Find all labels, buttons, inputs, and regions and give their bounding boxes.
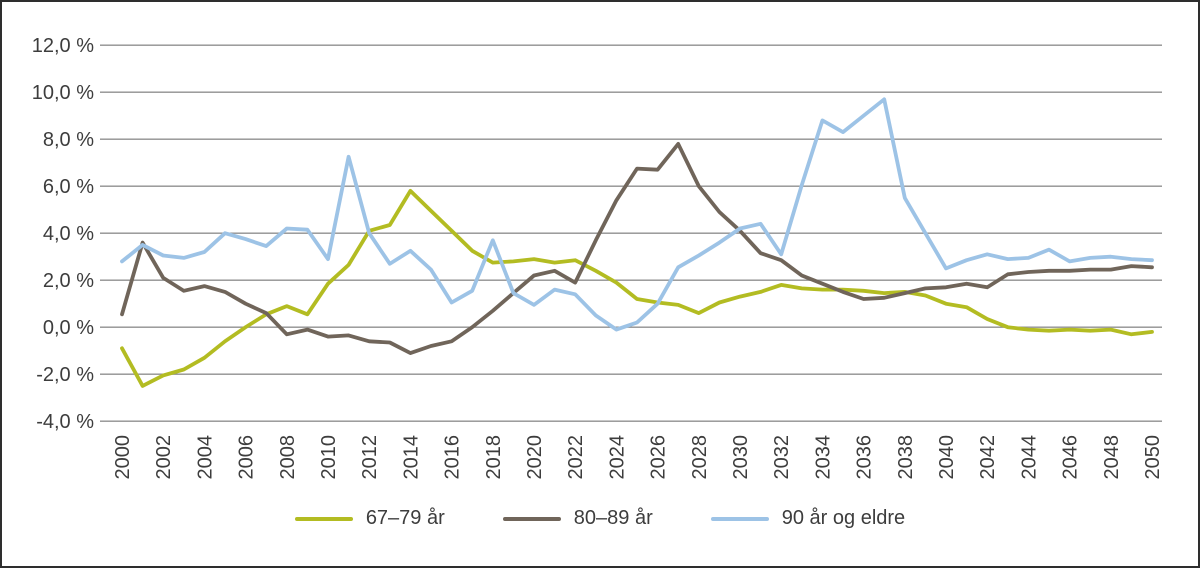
x-axis-tick-label: 2038 — [895, 435, 917, 480]
x-axis-tick-label: 2046 — [1060, 435, 1082, 480]
x-axis-tick-label: 2020 — [524, 435, 546, 480]
series-line-80-89-r — [120, 141, 1154, 356]
series-line-90-r-og-eldre — [120, 97, 1154, 332]
legend-label-67-79: 67–79 år — [365, 507, 445, 529]
legend-item-67-79: 67–79 år — [294, 507, 445, 530]
x-axis-tick-label: 2016 — [442, 435, 464, 480]
legend-item-90-plus: 90 år og eldre — [710, 507, 906, 530]
x-axis-tick-label: 2032 — [771, 435, 793, 480]
y-axis-tick-label: -2,0 % — [36, 364, 94, 386]
legend-label-80-89: 80–89 år — [573, 507, 653, 529]
x-axis-tick-label: 2048 — [1101, 435, 1123, 480]
y-axis-tick-label: 2,0 % — [43, 270, 94, 292]
x-axis-tick-label: 2026 — [648, 435, 670, 480]
legend-label-90-plus: 90 år og eldre — [781, 507, 906, 529]
x-axis-tick-label: 2022 — [565, 435, 587, 480]
x-axis-tick-label: 2028 — [689, 435, 711, 480]
x-axis-tick-label: 2018 — [483, 435, 505, 480]
y-axis-tick-label: 8,0 % — [43, 129, 94, 151]
x-axis-tick-label: 2044 — [1018, 435, 1040, 480]
x-axis-tick-label: 2036 — [854, 435, 876, 480]
y-axis-tick-label: 4,0 % — [43, 223, 94, 245]
x-axis-tick-label: 2010 — [318, 435, 340, 480]
y-axis-tick-label: 0,0 % — [43, 317, 94, 339]
legend: 67–79 år 80–89 år 90 år og eldre — [2, 507, 1198, 530]
x-axis-tick-label: 2050 — [1142, 435, 1164, 480]
x-axis-tick-label: 2042 — [977, 435, 999, 480]
legend-swatch-90-plus — [710, 516, 769, 521]
x-axis-tick-label: 2002 — [153, 435, 175, 480]
x-axis-tick-label: 2024 — [606, 435, 628, 480]
series-line-67-79-r — [120, 188, 1154, 388]
x-axis-tick-label: 2004 — [194, 435, 216, 480]
x-axis-tick-label: 2000 — [112, 435, 134, 480]
x-axis-tick-label: 2034 — [812, 435, 834, 480]
y-axis-tick-label: 6,0 % — [43, 176, 94, 198]
y-axis-tick-label: 12,0 % — [32, 35, 94, 57]
x-axis-tick-label: 2008 — [277, 435, 299, 480]
y-axis-tick-label: 10,0 % — [32, 82, 94, 104]
x-axis-tick-label: 2014 — [400, 435, 422, 480]
x-axis-tick-label: 2040 — [936, 435, 958, 480]
x-axis-tick-label: 2012 — [359, 435, 381, 480]
x-axis-tick-label: 2006 — [236, 435, 258, 480]
legend-swatch-67-79 — [294, 516, 353, 521]
x-axis-tick-label: 2030 — [730, 435, 752, 480]
y-axis-tick-label: -4,0 % — [36, 411, 94, 433]
legend-swatch-80-89 — [502, 516, 561, 521]
legend-item-80-89: 80–89 år — [502, 507, 653, 530]
